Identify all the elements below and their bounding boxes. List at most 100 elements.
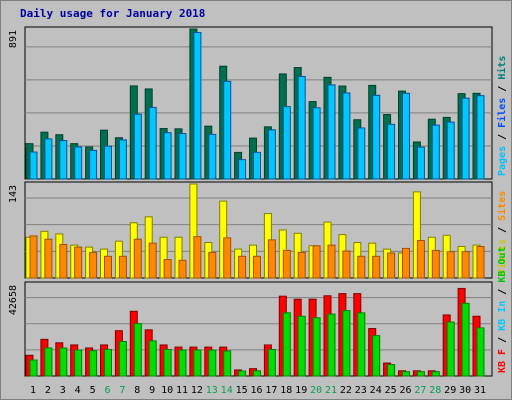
- bar-sites-day-18: [282, 249, 291, 279]
- x-tick-label-day-25: 25: [385, 385, 397, 396]
- bar-kb-out-day-5: [89, 350, 98, 377]
- legend-item-3-0: KB F: [497, 349, 508, 373]
- x-tick-label-day-29: 29: [444, 385, 456, 396]
- bar-kb-out-day-19: [297, 315, 306, 377]
- bar-files-day-15: [238, 159, 247, 180]
- x-tick-label-day-30: 30: [459, 385, 471, 396]
- x-tick-label-day-27: 27: [414, 385, 426, 396]
- bar-files-day-26: [402, 92, 410, 180]
- bar-files-day-24: [372, 94, 381, 180]
- legend-item-1-2: Files: [496, 98, 508, 128]
- bar-kb-out-day-24: [372, 335, 381, 377]
- bar-sites-day-25: [387, 252, 396, 279]
- bar-kb-out-day-22: [342, 310, 351, 377]
- bar-files-day-22: [342, 92, 351, 180]
- x-tick-label-day-6: 6: [104, 385, 110, 396]
- chart-title: Daily usage for January 2018: [20, 7, 206, 20]
- bar-sites-day-31: [476, 245, 485, 279]
- bar-sites-day-10: [163, 259, 172, 279]
- x-tick-label-day-1: 1: [30, 385, 36, 396]
- x-tick-label-day-20: 20: [310, 385, 322, 396]
- bar-sites-day-2: [44, 238, 53, 279]
- bar-sites-day-24: [372, 255, 381, 279]
- panel-3-ymax-label: 42658: [8, 285, 19, 315]
- x-tick-label-day-9: 9: [149, 385, 155, 396]
- legend-item-1-1: /: [497, 128, 508, 146]
- bar-sites-day-22: [342, 250, 351, 279]
- bar-kb-out-day-23: [357, 312, 366, 377]
- bar-kb-out-day-4: [74, 349, 83, 377]
- bar-files-day-27: [416, 146, 425, 180]
- bar-kb-out-day-17: [267, 348, 276, 377]
- bar-kb-out-day-20: [312, 317, 321, 377]
- legend-item-3-3: /: [497, 283, 508, 301]
- x-tick-label-day-11: 11: [176, 385, 188, 396]
- bar-sites-day-4: [74, 246, 83, 279]
- panel-2-ymax-label: 143: [8, 185, 19, 203]
- bar-files-day-9: [148, 106, 157, 180]
- x-tick-label-day-24: 24: [370, 385, 382, 396]
- bar-files-day-19: [297, 75, 306, 180]
- legend-item-2-0: Visits: [496, 239, 508, 275]
- x-tick-label-day-2: 2: [45, 385, 51, 396]
- x-tick-label-day-26: 26: [399, 385, 411, 396]
- bar-sites-day-17: [267, 239, 276, 279]
- bar-sites-day-9: [148, 242, 157, 279]
- bar-sites-day-20: [312, 245, 321, 279]
- x-tick-label-day-18: 18: [280, 385, 292, 396]
- legend-item-3-4: KB Out: [497, 247, 508, 283]
- bar-kb-out-day-28: [431, 371, 440, 377]
- legend-item-2-1: /: [497, 221, 508, 239]
- x-tick-label-day-23: 23: [355, 385, 367, 396]
- bar-files-day-11: [178, 133, 187, 180]
- bar-kb-out-day-26: [402, 371, 410, 377]
- x-tick-label-day-14: 14: [221, 385, 233, 396]
- panel-2-legend: Visits / Sites: [496, 191, 508, 275]
- bar-sites-day-26: [402, 247, 410, 279]
- bar-sites-day-11: [178, 259, 187, 279]
- bar-kb-out-day-1: [29, 359, 38, 377]
- x-tick-label-day-21: 21: [325, 385, 337, 396]
- panel-1-ymax-label: 891: [8, 30, 19, 48]
- bar-files-day-14: [223, 80, 232, 180]
- legend-item-1-4: Hits: [496, 56, 508, 80]
- x-tick-label-day-19: 19: [295, 385, 307, 396]
- bar-kb-out-day-2: [44, 347, 53, 377]
- bar-sites-day-7: [118, 255, 127, 279]
- bar-files-day-21: [327, 84, 336, 180]
- bar-kb-out-day-10: [163, 348, 172, 377]
- x-tick-label-day-4: 4: [75, 385, 81, 396]
- bar-kb-out-day-31: [476, 327, 485, 377]
- bar-files-day-23: [357, 127, 366, 180]
- bar-sites-day-12: [193, 236, 202, 279]
- bar-kb-out-day-30: [461, 302, 470, 377]
- bar-files-day-17: [267, 129, 276, 180]
- bar-kb-out-day-18: [282, 312, 291, 377]
- x-tick-label-day-5: 5: [90, 385, 96, 396]
- bar-sites-day-29: [446, 251, 455, 279]
- bar-kb-out-day-3: [59, 347, 68, 377]
- bar-kb-out-day-8: [133, 323, 142, 377]
- bar-kb-out-day-29: [446, 321, 455, 377]
- bar-files-day-7: [118, 139, 127, 180]
- legend-item-2-2: Sites: [496, 191, 508, 221]
- legend-item-3-1: /: [497, 331, 508, 349]
- bar-kb-out-day-27: [416, 371, 425, 377]
- bar-sites-day-15: [238, 255, 247, 279]
- bar-kb-out-day-21: [327, 313, 336, 377]
- bar-files-day-1: [29, 151, 38, 180]
- legend-item-1-3: /: [497, 80, 508, 98]
- bar-files-day-3: [59, 140, 68, 180]
- x-tick-label-day-28: 28: [429, 385, 441, 396]
- bar-kb-out-day-12: [193, 349, 202, 377]
- bar-kb-out-day-15: [238, 370, 247, 377]
- bar-kb-out-day-13: [208, 349, 217, 377]
- bar-sites-day-16: [253, 255, 261, 279]
- bar-sites-day-8: [133, 238, 142, 279]
- x-tick-label-day-16: 16: [250, 385, 262, 396]
- bar-kb-out-day-16: [253, 370, 261, 377]
- bar-kb-out-day-7: [118, 340, 127, 377]
- bar-files-day-30: [461, 97, 470, 180]
- bar-sites-day-14: [223, 237, 232, 279]
